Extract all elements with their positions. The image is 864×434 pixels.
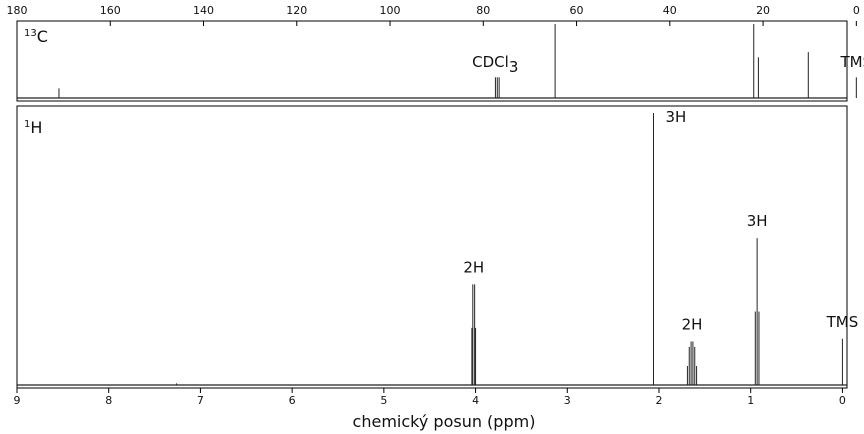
carbon-13-tick-label: 180 bbox=[7, 4, 28, 17]
carbon-13-tick-label: 60 bbox=[570, 4, 584, 17]
carbon-13-axis: 180 160 140 120 100 80 60 40 20 0 bbox=[7, 4, 860, 26]
carbon-13-tick-label: 40 bbox=[663, 4, 677, 17]
proton-tick-label: 4 bbox=[472, 394, 479, 407]
proton-annotation: 2H bbox=[463, 258, 484, 276]
carbon-13-spectrum-label: 13C bbox=[24, 27, 48, 46]
carbon-13-peaks bbox=[17, 24, 857, 99]
carbon-13-annotation: CDCl3 bbox=[472, 53, 518, 76]
proton-axis: 9 8 7 6 5 4 3 2 1 0 bbox=[14, 388, 846, 407]
carbon-13-label-base: C bbox=[37, 27, 48, 46]
proton-plot-frame bbox=[16, 105, 848, 389]
carbon-13-plot-frame bbox=[16, 20, 848, 102]
carbon-13-tick-label: 100 bbox=[380, 4, 401, 17]
carbon-13-tick-label: 120 bbox=[286, 4, 307, 17]
proton-tick-label: 9 bbox=[14, 394, 21, 407]
proton-annotations: 2H 3H 2H 3H TMS bbox=[463, 108, 858, 333]
proton-label-sup: 1 bbox=[24, 119, 30, 130]
proton-annotation: 3H bbox=[665, 108, 686, 126]
proton-annotation: 2H bbox=[682, 315, 703, 333]
proton-tick-label: 6 bbox=[289, 394, 296, 407]
proton-annotation: TMS bbox=[826, 313, 859, 331]
x-axis-title: chemický posun (ppm) bbox=[353, 412, 536, 431]
carbon-13-tick-label: 140 bbox=[193, 4, 214, 17]
proton-tick-label: 3 bbox=[564, 394, 571, 407]
carbon-13-spectrum-panel: 180 160 140 120 100 80 60 40 20 0 CDCl3 TMS 13C bbox=[7, 4, 864, 102]
proton-tick-label: 7 bbox=[197, 394, 204, 407]
proton-label-base: H bbox=[30, 118, 42, 137]
proton-tick-label: 8 bbox=[105, 394, 112, 407]
carbon-13-tick-label: 80 bbox=[476, 4, 490, 17]
carbon-13-annotation: TMS bbox=[840, 53, 864, 71]
carbon-13-annotations: CDCl3 TMS bbox=[472, 53, 864, 76]
proton-peaks bbox=[17, 113, 847, 386]
proton-spectrum-label: 1H bbox=[24, 118, 42, 137]
carbon-13-tick-label: 0 bbox=[853, 4, 860, 17]
proton-tick-label: 2 bbox=[655, 394, 662, 407]
proton-tick-label: 5 bbox=[380, 394, 387, 407]
carbon-13-label-sup: 13 bbox=[24, 28, 37, 39]
proton-tick-label: 0 bbox=[839, 394, 846, 407]
carbon-13-tick-label: 20 bbox=[756, 4, 770, 17]
carbon-13-tick-label: 160 bbox=[100, 4, 121, 17]
proton-annotation: 3H bbox=[747, 212, 768, 230]
proton-tick-label: 1 bbox=[747, 394, 754, 407]
